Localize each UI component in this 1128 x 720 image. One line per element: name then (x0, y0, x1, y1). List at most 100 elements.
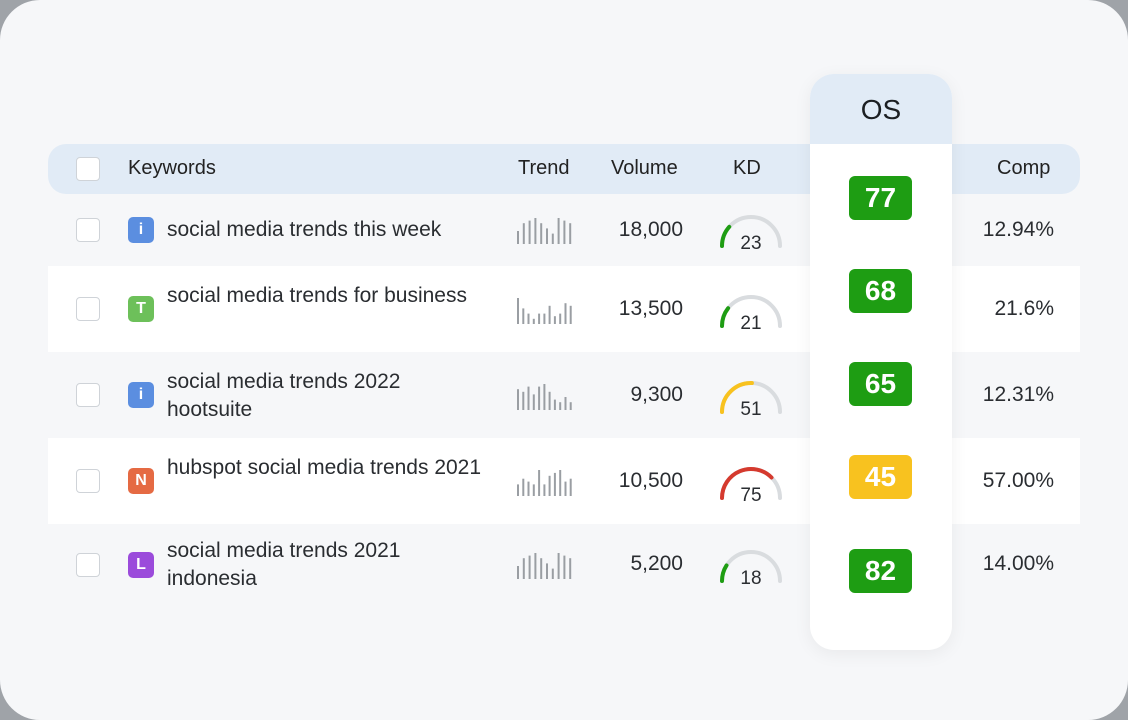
trend-bar (534, 218, 537, 244)
trend-bar (548, 391, 551, 410)
kd-gauge-fill (720, 306, 731, 328)
trend-bar (553, 399, 556, 410)
trend-bar (528, 220, 531, 244)
intent-badge: N (128, 468, 154, 494)
trend-bar (534, 553, 537, 579)
trend-bar (569, 558, 572, 579)
kd-value: 18 (740, 568, 761, 585)
trend-bar (569, 402, 572, 410)
keyword-text[interactable]: social media trends 2021 indonesia (167, 539, 401, 590)
volume-value: 5,200 (630, 552, 683, 575)
trend-bar (569, 223, 572, 244)
trend-bar (517, 484, 519, 496)
header-os[interactable]: OS (860, 94, 902, 125)
trend-bar (548, 305, 551, 324)
kd-gauge: 75 (720, 467, 782, 502)
kd-gauge-fill (720, 467, 774, 500)
trend-sparkline (517, 384, 572, 410)
intent-badge: L (128, 552, 154, 578)
volume-value: 18,000 (618, 218, 683, 241)
trend-bar (553, 472, 556, 496)
trend-bar (532, 394, 535, 410)
table-row[interactable]: i social media trends this week 18,000 2… (48, 194, 1080, 266)
trend-bar (557, 218, 560, 244)
trend-bar (551, 233, 554, 244)
intent-badge: i (128, 217, 154, 243)
trend-bar (527, 481, 530, 496)
row-checkbox[interactable] (76, 383, 100, 407)
trend-bar (532, 484, 535, 496)
header-comp[interactable]: Comp (997, 157, 1051, 179)
trend-bar (569, 478, 572, 496)
row-checkbox[interactable] (76, 469, 100, 493)
trend-bar (563, 555, 566, 579)
trend-bar (532, 318, 535, 324)
comp-value: 14.00% (982, 552, 1054, 575)
kd-gauge: 21 (720, 295, 782, 330)
trend-bar (564, 481, 567, 496)
trend-bar (546, 228, 548, 244)
keyword-text[interactable]: social media trends for business (167, 284, 467, 307)
volume-value: 9,300 (630, 383, 683, 406)
os-score-badge: 82 (849, 549, 912, 593)
trend-bar (540, 223, 543, 244)
trend-bar (546, 563, 548, 579)
trend-bar (522, 391, 525, 410)
trend-bar (551, 568, 554, 579)
trend-bar (517, 231, 519, 244)
row-checkbox[interactable] (76, 297, 100, 321)
trend-bar (564, 303, 567, 324)
kd-gauge-fill (720, 381, 754, 414)
trend-bar (538, 386, 541, 410)
trend-bar (564, 397, 567, 410)
trend-bar (538, 313, 541, 324)
trend-bar (517, 298, 519, 324)
trend-bar (543, 384, 546, 410)
kd-gauge: 51 (720, 381, 782, 416)
trend-bar (548, 475, 551, 496)
trend-bar (559, 402, 562, 410)
row-checkbox[interactable] (76, 553, 100, 577)
os-header[interactable]: OS (810, 74, 952, 144)
os-score-badge: 45 (849, 455, 912, 499)
trend-bar (522, 478, 525, 496)
trend-bar (540, 558, 543, 579)
keyword-text[interactable]: social media trends this week (167, 218, 442, 241)
table-row[interactable]: i social media trends 2022 hootsuite 9,3… (48, 352, 1080, 438)
table-row[interactable]: L social media trends 2021 indonesia 5,2… (48, 524, 1080, 606)
trend-bar (543, 313, 546, 324)
select-all-checkbox[interactable] (76, 157, 100, 181)
comp-value: 57.00% (982, 469, 1054, 492)
intent-badge: i (128, 382, 154, 408)
trend-bar (522, 558, 525, 579)
trend-bar (569, 305, 572, 324)
trend-bar (553, 316, 556, 324)
header-kd[interactable]: KD (733, 157, 761, 179)
kd-gauge-fill (720, 224, 732, 248)
trend-bar (527, 386, 530, 410)
kd-value: 51 (740, 399, 761, 416)
trend-sparkline (517, 470, 572, 496)
trend-bar (522, 223, 525, 244)
os-score-badge: 68 (849, 269, 912, 313)
row-checkbox[interactable] (76, 218, 100, 242)
volume-value: 13,500 (618, 297, 683, 320)
kd-gauge: 18 (720, 550, 782, 585)
trend-bar (557, 553, 560, 579)
os-score-badge: 65 (849, 362, 912, 406)
trend-sparkline (517, 218, 572, 244)
trend-sparkline (517, 298, 572, 324)
kd-gauge: 23 (720, 215, 782, 250)
header-trend[interactable]: Trend (518, 157, 570, 179)
intent-badge: T (128, 296, 154, 322)
comp-value: 21.6% (994, 297, 1054, 320)
keyword-text[interactable]: social media trends 2022 hootsuite (167, 370, 401, 421)
kd-value: 23 (740, 233, 761, 250)
header-keywords[interactable]: Keywords (128, 157, 216, 179)
trend-bar (517, 566, 519, 579)
keyword-text[interactable]: hubspot social media trends 2021 (167, 456, 482, 479)
header-volume[interactable]: Volume (611, 157, 678, 179)
trend-bar (559, 470, 562, 496)
comp-value: 12.31% (982, 383, 1054, 406)
